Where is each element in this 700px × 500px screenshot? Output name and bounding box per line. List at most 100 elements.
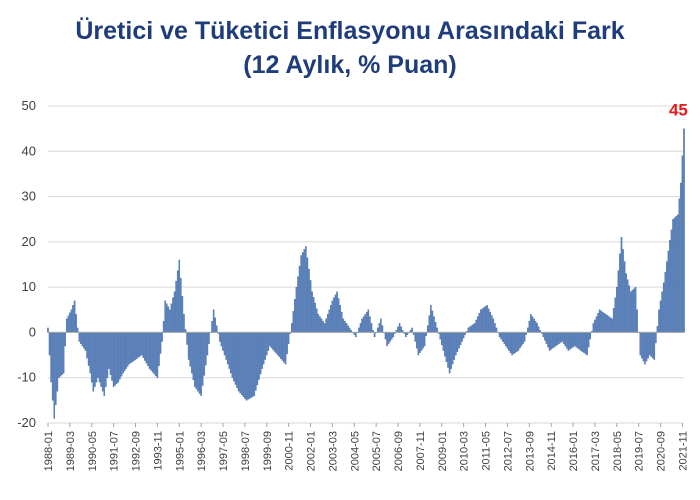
bar [325,318,327,333]
bar [448,332,451,374]
bar [231,332,234,378]
bar [305,246,307,333]
bar [453,332,456,360]
bar [153,332,156,375]
bar [345,323,348,333]
bar [642,332,645,362]
bar [139,332,141,357]
bar [284,332,287,365]
bar [653,332,656,360]
bar [59,332,62,377]
bar [134,332,137,360]
bar [151,332,154,373]
bar [233,332,235,382]
bar [626,279,629,333]
y-tick-label: 10 [22,279,36,294]
bar [301,252,304,333]
x-tick-label: 1998-07 [240,431,252,471]
bar [655,332,657,344]
bar [423,332,426,347]
bar [56,332,59,392]
bar [683,128,685,333]
bar [50,332,52,383]
bar [675,216,677,333]
bar [201,332,204,386]
bar [517,332,520,351]
x-tick-label: 2006-09 [393,431,405,471]
x-tick-label: 2007-11 [415,431,427,471]
bar [530,314,532,333]
bar [419,332,421,353]
bar [237,332,240,392]
bar [614,297,617,333]
x-tick-label: 1996-03 [196,431,208,471]
bar [431,310,434,333]
y-tick-label: 40 [22,143,36,158]
bar [87,332,90,366]
bar [78,332,81,342]
bar [303,249,306,333]
bar [181,296,184,333]
bar [469,326,471,333]
bar [173,291,176,333]
bar [81,332,84,347]
bar [317,314,320,333]
bar [158,332,160,366]
bar [623,261,626,333]
bar [366,311,368,333]
bar [398,323,401,333]
bar [661,291,663,333]
bar [339,305,341,333]
bar [608,316,610,333]
bar [262,332,265,365]
bar [140,332,143,356]
bar [347,325,349,333]
bar [84,332,87,351]
bar [605,314,607,333]
bar [436,327,438,333]
bar [586,332,588,356]
bar [611,318,613,333]
bar [581,332,584,352]
bar [94,332,96,387]
bar [523,332,526,342]
bar [70,309,73,333]
bar [255,332,257,391]
bar [180,277,182,333]
bar [236,332,238,389]
bar [65,318,68,333]
bar [226,332,229,365]
bar [101,332,104,392]
bar [170,303,173,333]
bar [592,323,595,333]
bar [292,311,295,333]
bar [344,320,346,333]
bar [278,332,281,358]
bar [650,332,652,357]
x-tick-label: 2002-01 [306,431,318,471]
bar [264,332,266,360]
bar [105,332,107,387]
bar [248,332,251,399]
bar [297,276,299,333]
y-tick-label: -20 [17,415,36,430]
bar [528,320,531,333]
bar [103,332,106,396]
bar [167,306,170,333]
bar [651,332,654,359]
bar [625,273,627,333]
bar [155,332,157,377]
bar [544,332,546,341]
bar [200,332,202,396]
bar [142,332,145,358]
bar [242,332,245,397]
bar [470,325,473,333]
bar [508,332,510,351]
bar [573,332,576,347]
bar [444,332,446,357]
bar [633,288,635,333]
x-tick-label: 2014-11 [546,431,558,471]
bar [290,323,293,333]
bar [265,332,268,356]
bar [75,314,77,333]
